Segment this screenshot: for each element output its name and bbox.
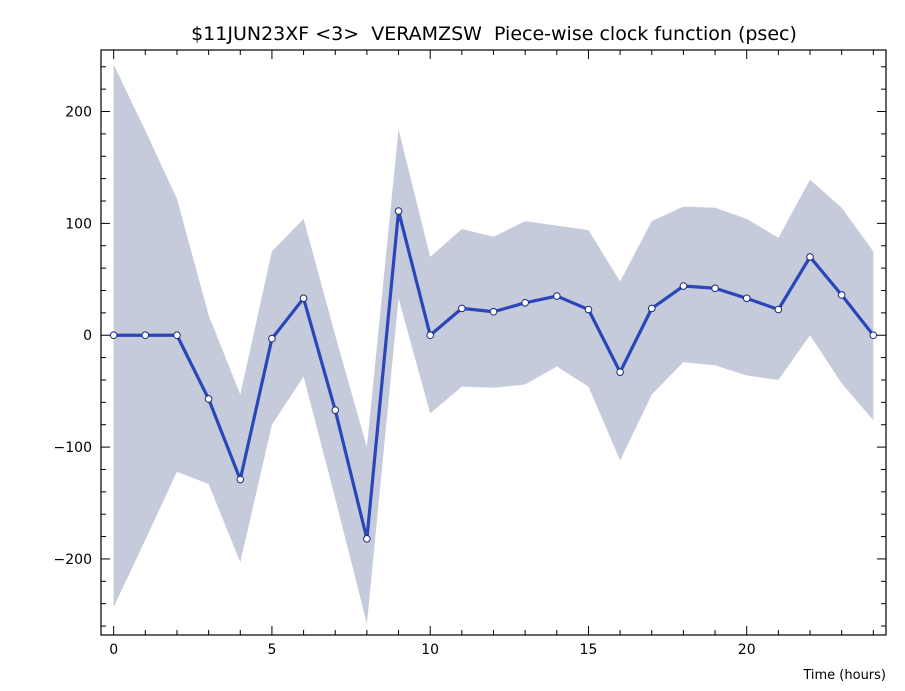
data-point (647, 304, 656, 313)
data-point (394, 207, 403, 215)
data-point (331, 406, 340, 414)
data-point (553, 292, 561, 300)
data-point (584, 305, 593, 314)
data-point (141, 331, 150, 340)
y-tick-label: −100 (54, 440, 92, 456)
y-tick-label: 200 (65, 105, 92, 121)
data-point (521, 298, 529, 307)
data-point (806, 253, 814, 261)
data-point (489, 307, 498, 316)
x-tick-label: 0 (109, 642, 118, 658)
x-tick-label: 15 (580, 642, 598, 658)
y-tick-label: 0 (83, 328, 92, 344)
data-point (363, 535, 371, 543)
data-point (204, 395, 213, 403)
axes-layer (100, 49, 887, 636)
tick-label-layer: 0 5 10 15 20 −200 −100 0 100 200 (54, 105, 756, 658)
chart-title: $11JUN23XF <3> VERAMZSW Piece-wise clock… (191, 23, 797, 45)
y-tick-label: 100 (65, 216, 92, 232)
data-point (679, 282, 688, 290)
data-point (268, 334, 276, 343)
y-tick-label: −200 (54, 552, 92, 568)
data-point (236, 475, 245, 484)
x-tick-label: 20 (738, 642, 756, 658)
x-tick-label: 10 (421, 642, 439, 658)
data-point (426, 331, 434, 340)
data-point (173, 331, 181, 340)
data-point (458, 304, 466, 313)
data-point (869, 331, 878, 340)
data-point (711, 284, 719, 293)
data-point (109, 331, 118, 340)
x-tick-label: 5 (267, 642, 276, 658)
data-point (774, 305, 783, 314)
data-point (616, 368, 624, 376)
data-point (742, 294, 751, 303)
x-axis-label: Time (hours) (802, 668, 886, 683)
uncertainty-band-layer (113, 64, 874, 624)
data-point (837, 291, 846, 299)
uncertainty-band (113, 64, 874, 624)
marker-layer (109, 207, 878, 543)
data-point (299, 294, 308, 303)
